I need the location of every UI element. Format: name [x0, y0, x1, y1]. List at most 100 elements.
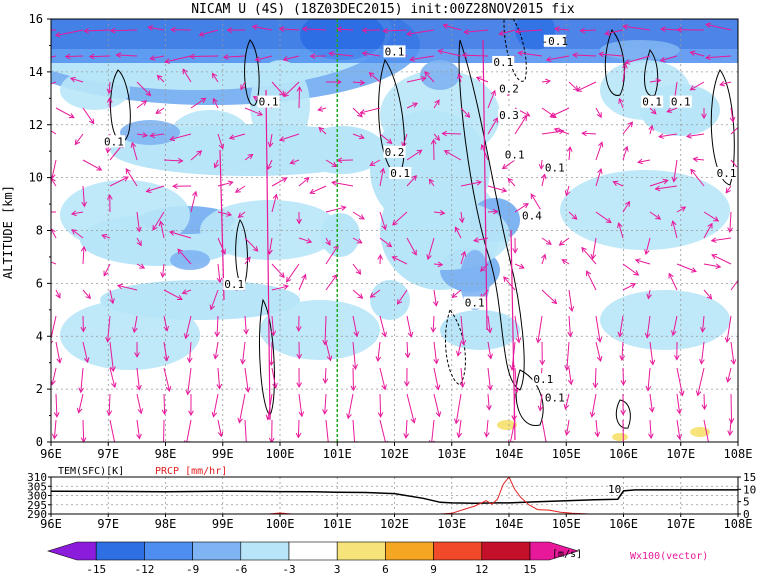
wind-vector	[53, 419, 57, 439]
wind-vector-head	[585, 270, 592, 277]
wind-vector	[109, 341, 114, 372]
wind-vector-head	[149, 55, 156, 61]
surface-grid	[51, 476, 738, 515]
wind-vector	[460, 315, 465, 345]
wind-vector-head	[719, 81, 726, 87]
shade-patch	[600, 40, 680, 60]
wind-vector	[117, 284, 138, 291]
wind-vector	[383, 29, 408, 32]
wind-vector-head	[211, 411, 218, 418]
wind-vector-head	[217, 431, 224, 438]
wind-vector-head	[451, 292, 458, 299]
colorbar-label: -12	[134, 563, 154, 575]
wind-vector	[235, 185, 246, 193]
wind-vector	[429, 179, 435, 187]
wind-vector	[554, 128, 570, 135]
wind-vector	[163, 289, 183, 300]
wind-vector-head	[463, 29, 470, 35]
wind-vector-head	[650, 108, 657, 115]
left-axis-label: TEM(SFC)[K]	[58, 466, 124, 477]
wind-vector	[318, 107, 327, 111]
wind-vector	[673, 159, 678, 182]
wind-vector-head	[209, 304, 216, 311]
wind-vector	[318, 127, 327, 135]
wind-vector	[136, 100, 147, 109]
wind-vector	[185, 315, 192, 339]
wind-vector-head	[701, 404, 708, 411]
wind-vector-head	[553, 26, 560, 32]
wind-vector	[136, 263, 145, 269]
wind-vector	[336, 28, 354, 31]
wind-vector-head	[163, 355, 170, 362]
wind-vector-head	[74, 139, 81, 146]
wind-vector	[51, 55, 57, 58]
wind-vector-head	[430, 138, 437, 145]
wind-vector	[190, 97, 206, 109]
wind-vector-head	[680, 206, 687, 212]
wind-vector	[546, 55, 570, 61]
wind-vector-head	[564, 365, 570, 371]
wind-vector-head	[132, 327, 138, 334]
contour-label-bg	[498, 82, 520, 95]
wind-vector-head	[441, 130, 448, 137]
wind-vector	[255, 55, 273, 61]
wind-vector	[55, 393, 58, 417]
wind-vector	[510, 229, 516, 441]
wind-vector	[406, 393, 415, 423]
wind-vector	[241, 341, 246, 364]
wind-vector	[502, 159, 516, 169]
wind-vector	[108, 81, 111, 94]
wind-vector-head	[648, 433, 654, 440]
wind-vector-head	[545, 239, 552, 245]
wind-vector-head	[456, 432, 463, 439]
wind-vector-head	[443, 150, 450, 156]
wind-vector-head	[568, 306, 575, 313]
wind-vector-head	[515, 337, 522, 344]
wind-vector	[424, 71, 435, 83]
wind-vector	[433, 211, 445, 214]
wind-vector-head	[644, 249, 650, 256]
wind-vector	[163, 341, 168, 361]
wind-vector-head	[243, 328, 249, 335]
wind-vector	[706, 55, 732, 59]
wind-vector-head	[434, 99, 440, 106]
x-tick-label: 107E	[666, 447, 695, 461]
x-axis-main: 96E 97E 98E 99E 100E 101E 102E 103E 104E 105E 106E…	[40, 442, 752, 461]
wind-vector	[240, 81, 246, 90]
wind-vector	[658, 133, 678, 138]
wind-vectors	[51, 22, 738, 442]
contour-label: 0.1	[533, 373, 553, 386]
colorbar-segment	[336, 541, 386, 561]
wind-vector-head	[579, 27, 586, 34]
contour-label-bg	[669, 95, 692, 108]
wind-vector-head	[624, 200, 631, 207]
wind-vector	[703, 419, 709, 442]
wind-vector	[582, 132, 597, 135]
wind-vector-head	[690, 267, 697, 273]
wind-vector-head	[490, 89, 496, 96]
contour-line	[710, 69, 735, 186]
wind-vector-head	[185, 389, 192, 396]
contour-labels: 0.1 0.1 0.1 0.1 0.2 0.1 0.1 0.1 0.2 0.3 0.1 0.4 0.1 -…	[102, 34, 738, 405]
wind-vector	[730, 393, 733, 423]
contour-label: 0.1	[545, 162, 565, 175]
wind-vector-head	[369, 160, 376, 166]
wind-vector-head	[428, 178, 435, 185]
colorbar: -15 -12 -9 -6 -3 3 6 9 12 15	[46, 541, 580, 575]
contour-label-bg	[498, 108, 520, 121]
wind-vector	[725, 185, 732, 194]
wind-vector	[638, 159, 651, 163]
vector-note: Wx100(vector)	[630, 551, 708, 562]
contour-line	[615, 399, 631, 429]
wind-vector-head	[289, 159, 296, 165]
wind-vector	[554, 28, 570, 31]
wind-vector-head	[358, 133, 365, 140]
wind-vector-head	[501, 163, 508, 170]
wind-vector-head	[54, 31, 61, 38]
colorbar-segment	[385, 541, 434, 561]
wind-vector	[705, 23, 732, 31]
wind-vector	[458, 73, 462, 83]
wind-vector	[186, 419, 192, 442]
wind-vector-head	[301, 26, 308, 32]
